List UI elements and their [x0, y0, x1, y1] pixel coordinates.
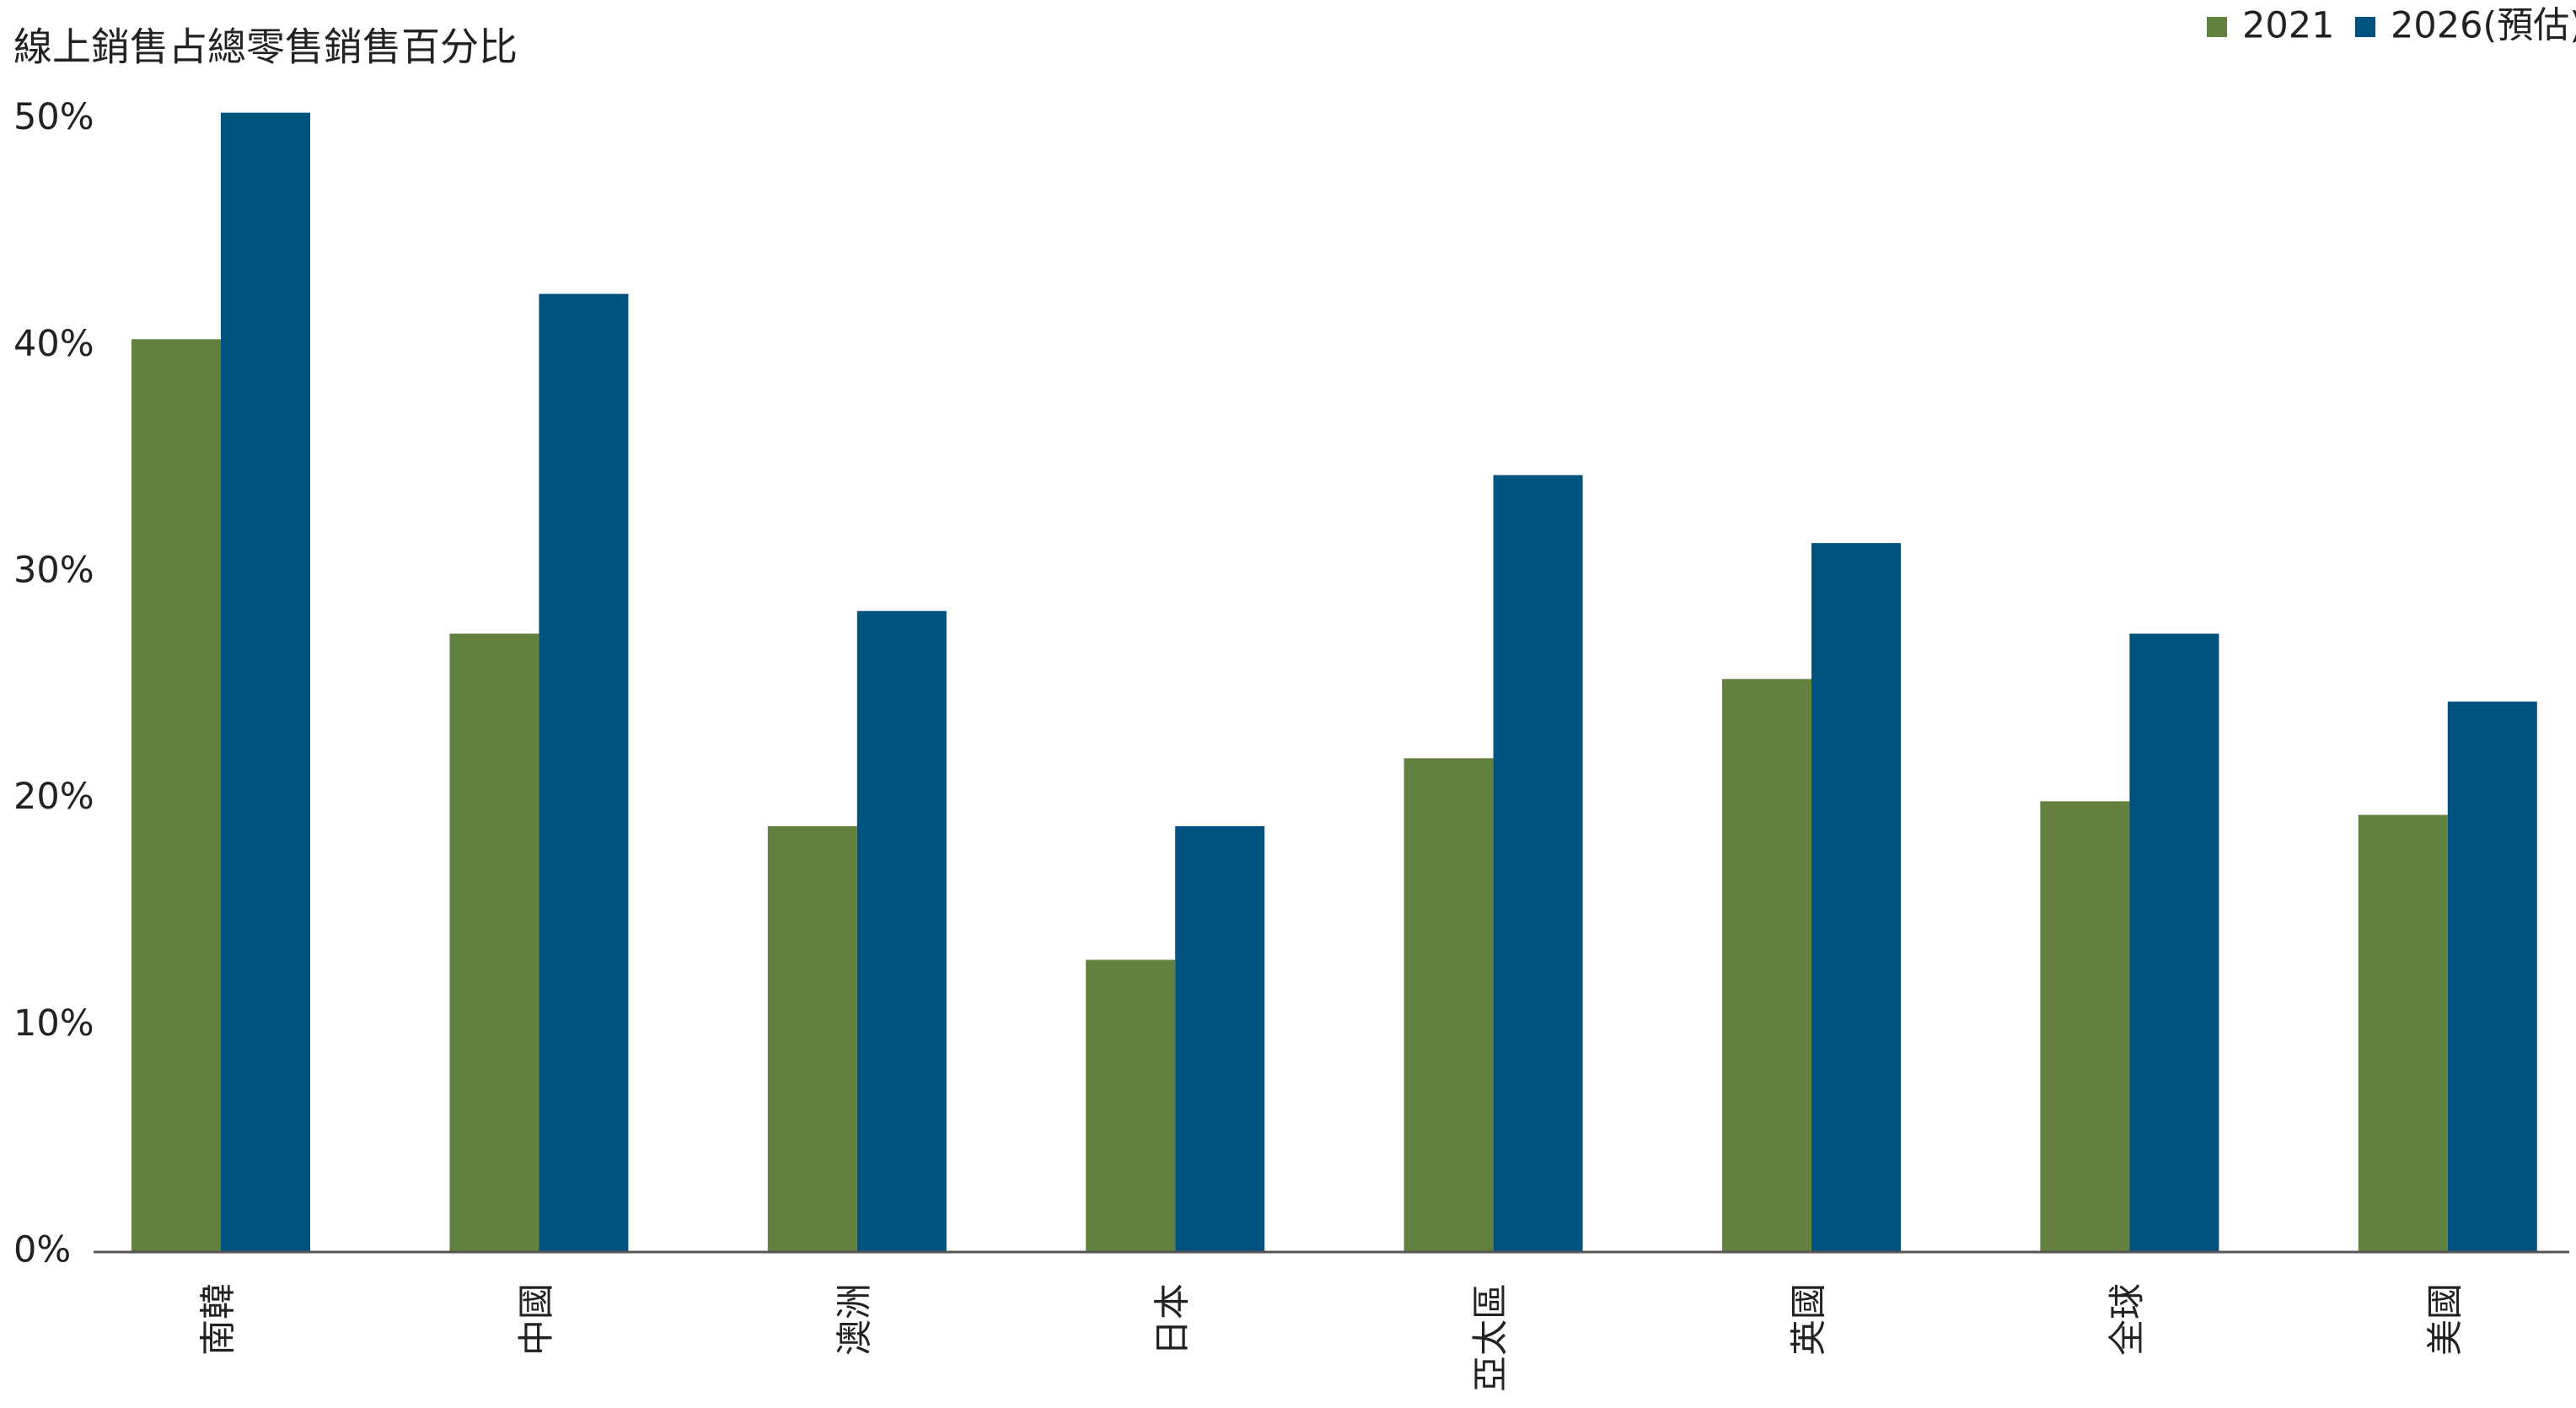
y-tick-label: 20%: [13, 776, 94, 818]
y-tick-label: 40%: [13, 323, 94, 365]
bar: [856, 610, 947, 1252]
bar: [2129, 633, 2219, 1252]
bar: [1493, 475, 1583, 1252]
x-tick-label: 澳洲: [834, 1283, 876, 1356]
bar: [1403, 758, 1494, 1252]
x-tick-label: 美國: [2424, 1283, 2466, 1356]
x-tick-label: 英國: [1789, 1283, 1831, 1356]
x-tick-label: 南韓: [198, 1283, 240, 1356]
bar: [539, 293, 629, 1252]
legend-label: 2026(預估): [2391, 5, 2576, 47]
bar: [1086, 959, 1176, 1252]
y-tick-label: 10%: [13, 1002, 94, 1045]
bar: [1811, 543, 1901, 1252]
bar: [2447, 701, 2537, 1252]
x-tick-label: 日本: [1152, 1283, 1194, 1356]
y-tick-label: 0%: [13, 1229, 71, 1271]
x-tick-label: 全球: [2106, 1283, 2149, 1356]
bar: [131, 339, 221, 1253]
legend-label: 2021: [2242, 5, 2334, 47]
bar: [2040, 801, 2130, 1252]
bar: [449, 633, 539, 1252]
legend-swatch: [2207, 17, 2227, 37]
x-tick-label: 中國: [516, 1283, 558, 1356]
bar: [767, 825, 857, 1252]
bar: [221, 112, 310, 1253]
y-tick-label: 50%: [13, 96, 94, 138]
y-tick-label: 30%: [13, 550, 94, 592]
x-tick-label: 亞太區: [1470, 1283, 1512, 1392]
bar: [1175, 825, 1265, 1252]
bar: [2358, 814, 2448, 1252]
legend-swatch: [2355, 17, 2375, 37]
bar: [1722, 679, 1811, 1252]
chart-title: 線上銷售占總零售銷售百分比: [13, 24, 518, 70]
